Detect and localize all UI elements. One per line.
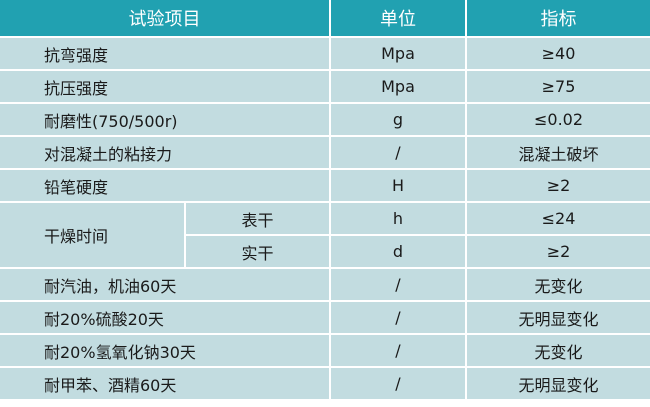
unit-cell: / [329, 333, 467, 368]
spec-cell: ≥75 [465, 69, 650, 104]
table-row: 实干 d ≥2 [0, 234, 650, 269]
table-row: 耐汽油，机油60天 / 无变化 [0, 267, 650, 302]
unit-cell: d [329, 234, 467, 269]
table-row: 铅笔硬度 H ≥2 [0, 168, 650, 203]
table-row: 耐20%氢氧化钠30天 / 无变化 [0, 333, 650, 368]
header-unit: 单位 [329, 0, 467, 38]
unit-cell: g [329, 102, 467, 137]
spec-cell: 无变化 [465, 267, 650, 302]
spec-cell: 无明显变化 [465, 366, 650, 401]
table-row: 抗压强度 Mpa ≥75 [0, 69, 650, 104]
item-cell: 抗弯强度 [0, 36, 331, 71]
unit-cell: h [329, 201, 467, 236]
item-cell: 铅笔硬度 [0, 168, 331, 203]
table-row: 抗弯强度 Mpa ≥40 [0, 36, 650, 71]
unit-cell: Mpa [329, 36, 467, 71]
unit-cell: / [329, 135, 467, 170]
header-spec: 指标 [465, 0, 650, 38]
spec-cell: ≥2 [465, 234, 650, 269]
table-row: 对混凝土的粘接力 / 混凝土破坏 [0, 135, 650, 170]
table-row: 耐20%硫酸20天 / 无明显变化 [0, 300, 650, 335]
spec-cell: ≥40 [465, 36, 650, 71]
item-cell: 耐20%氢氧化钠30天 [0, 333, 331, 368]
table-row: 耐磨性(750/500r) g ≤0.02 [0, 102, 650, 137]
unit-cell: Mpa [329, 69, 467, 104]
table-row: 耐甲苯、酒精60天 / 无明显变化 [0, 366, 650, 401]
spec-cell: 无变化 [465, 333, 650, 368]
unit-cell: / [329, 300, 467, 335]
item-cell: 耐汽油，机油60天 [0, 267, 331, 302]
subitem-cell: 表干 [184, 201, 331, 236]
header-row: 试验项目 单位 指标 [0, 0, 650, 38]
item-cell: 干燥时间 [0, 201, 186, 269]
item-cell: 抗压强度 [0, 69, 331, 104]
spec-cell: 混凝土破坏 [465, 135, 650, 170]
spec-cell: ≥2 [465, 168, 650, 203]
subitem-cell: 实干 [185, 234, 331, 269]
unit-cell: H [329, 168, 467, 203]
item-cell: 耐磨性(750/500r) [0, 102, 331, 137]
spec-cell: 无明显变化 [465, 300, 650, 335]
header-item: 试验项目 [0, 0, 331, 38]
unit-cell: / [329, 267, 467, 302]
unit-cell: / [329, 366, 467, 401]
spec-cell: ≤0.02 [465, 102, 650, 137]
item-cell: 对混凝土的粘接力 [0, 135, 331, 170]
item-cell: 耐20%硫酸20天 [0, 300, 331, 335]
item-cell: 耐甲苯、酒精60天 [0, 366, 331, 401]
spec-cell: ≤24 [465, 201, 650, 236]
table-row: 干燥时间 表干 h ≤24 [0, 201, 650, 269]
